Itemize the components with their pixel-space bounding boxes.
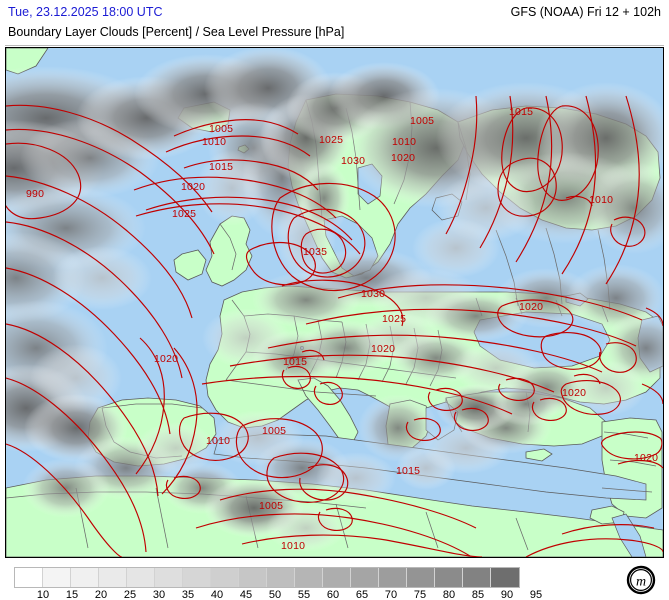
meteo-logo-icon: m xyxy=(625,564,657,596)
legend-swatch xyxy=(491,568,519,587)
legend-tick-label: 70 xyxy=(384,589,398,600)
legend-tick-label: 30 xyxy=(152,589,166,600)
legend-tick-label: 10 xyxy=(36,589,50,600)
legend-swatch xyxy=(155,568,183,587)
map-frame[interactable]: 990 1005 1010 1015 1020 1025 1005 1010 1020 1025 1… xyxy=(5,47,664,558)
legend-tick-label: 50 xyxy=(268,589,282,600)
legend-tick-label: 75 xyxy=(413,589,427,600)
legend-swatch xyxy=(407,568,435,587)
legend-swatch xyxy=(99,568,127,587)
svg-text:m: m xyxy=(636,575,646,590)
legend-tick-label: 20 xyxy=(94,589,108,600)
legend-swatch xyxy=(127,568,155,587)
legend-tick-label: 85 xyxy=(471,589,485,600)
legend-swatch xyxy=(435,568,463,587)
parameter-title: Boundary Layer Clouds [Percent] / Sea Le… xyxy=(8,25,345,39)
map-canvas[interactable] xyxy=(6,48,663,557)
legend-tick-label: 65 xyxy=(355,589,369,600)
legend-swatch xyxy=(463,568,491,587)
legend-swatch xyxy=(323,568,351,587)
legend-tick-label: 40 xyxy=(210,589,224,600)
legend-tick-label: 60 xyxy=(326,589,340,600)
forecast-datetime: Tue, 23.12.2025 18:00 UTC xyxy=(8,5,163,19)
legend-tick-label: 15 xyxy=(65,589,79,600)
map-svg xyxy=(6,48,663,557)
legend-tick-label: 25 xyxy=(123,589,137,600)
legend-tick-label: 90 xyxy=(500,589,514,600)
legend-swatch xyxy=(183,568,211,587)
legend-swatch xyxy=(211,568,239,587)
header: Tue, 23.12.2025 18:00 UTC GFS (NOAA) Fri… xyxy=(0,0,669,46)
legend-swatch xyxy=(379,568,407,587)
cloud-shading-layer xyxy=(6,48,663,552)
legend-swatch xyxy=(351,568,379,587)
legend-tick-label: 95 xyxy=(529,589,543,600)
legend-tick-label: 45 xyxy=(239,589,253,600)
isobar-layer xyxy=(6,95,663,557)
legend-swatch xyxy=(71,568,99,587)
legend-swatch xyxy=(295,568,323,587)
legend-tick-label: 35 xyxy=(181,589,195,600)
header-row-top: Tue, 23.12.2025 18:00 UTC GFS (NOAA) Fri… xyxy=(0,5,669,23)
legend-swatch xyxy=(239,568,267,587)
legend-tick-label: 80 xyxy=(442,589,456,600)
legend-swatch xyxy=(15,568,43,587)
legend: 10 15 20 25 30 35 40 45 50 55 60 65 70 75 80 85 90 95 m xyxy=(0,560,669,600)
header-divider xyxy=(5,45,664,46)
legend-swatch xyxy=(267,568,295,587)
cloud-cover-color-bar xyxy=(14,567,520,588)
model-run-label: GFS (NOAA) Fri 12 + 102h xyxy=(510,5,661,19)
legend-tick-label: 55 xyxy=(297,589,311,600)
legend-swatch xyxy=(43,568,71,587)
